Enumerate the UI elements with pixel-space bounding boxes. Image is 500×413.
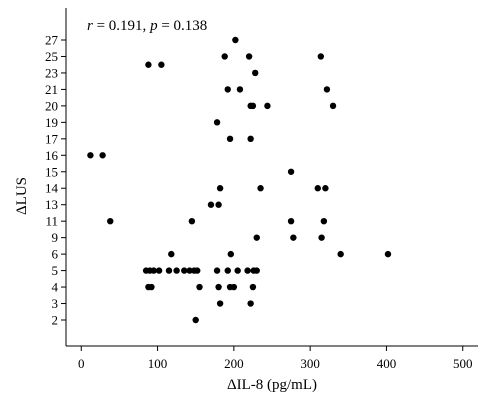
data-point <box>215 201 222 208</box>
y-tick-label: 14 <box>45 181 59 196</box>
data-point <box>107 217 114 225</box>
data-point <box>145 61 152 68</box>
x-tick-label: 0 <box>78 356 85 371</box>
data-point <box>236 86 244 93</box>
data-point <box>337 250 344 258</box>
y-tick-label: 15 <box>45 164 58 179</box>
data-point <box>213 267 221 274</box>
data-point <box>224 267 231 274</box>
axes <box>65 8 478 347</box>
y-tick-label: 6 <box>52 247 59 262</box>
data-point <box>224 86 231 93</box>
x-tick-label: 400 <box>377 356 397 371</box>
data-point <box>257 185 264 192</box>
y-tick-label: 19 <box>45 115 58 130</box>
data-point <box>322 185 329 192</box>
x-tick-label: 500 <box>453 356 473 371</box>
data-point <box>234 267 241 274</box>
data-point <box>194 267 201 274</box>
data-point <box>207 201 215 208</box>
data-point <box>192 316 199 324</box>
y-tick-label: 27 <box>45 33 59 48</box>
y-tick-label: 20 <box>45 98 58 113</box>
stats-annotation: r = 0.191, p = 0.138 <box>87 18 207 34</box>
data-point <box>253 267 260 274</box>
x-tick-label: 100 <box>148 356 168 371</box>
data-point <box>216 185 224 192</box>
data-point <box>247 135 254 143</box>
data-point <box>314 185 321 192</box>
data-point <box>249 283 257 291</box>
data-point <box>320 217 328 225</box>
p-symbol: p <box>149 18 158 34</box>
y-tick-label: 17 <box>45 131 59 146</box>
data-point <box>247 300 254 307</box>
data-point <box>230 283 238 291</box>
data-point <box>317 53 325 60</box>
data-point <box>227 250 234 258</box>
data-point <box>165 267 173 274</box>
data-point <box>150 267 157 274</box>
x-tick-label: 200 <box>224 356 244 371</box>
data-point <box>215 283 222 291</box>
x-tick-label: 300 <box>300 356 320 371</box>
data-point <box>226 135 234 143</box>
y-tick-label: 2 <box>52 313 59 328</box>
data-point <box>99 152 106 159</box>
data-point <box>186 267 193 274</box>
x-ticks: 0 100 200 300 400 500 <box>78 346 472 371</box>
data-point <box>173 267 180 274</box>
r-value: = 0.191, <box>93 18 150 34</box>
y-tick-label: 16 <box>45 148 59 163</box>
data-point <box>264 102 271 110</box>
data-point <box>287 217 295 225</box>
y-tick-label: 9 <box>52 230 59 245</box>
data-point <box>245 53 253 60</box>
data-point <box>221 53 228 60</box>
data-point <box>329 102 337 110</box>
data-point <box>323 86 331 93</box>
data-point <box>188 217 196 225</box>
data-point <box>232 36 239 44</box>
data-point <box>287 168 295 175</box>
data-point <box>168 250 175 258</box>
p-value: = 0.138 <box>158 18 208 34</box>
data-point <box>213 119 221 126</box>
data-point <box>216 300 224 307</box>
data-point <box>148 283 155 291</box>
y-tick-label: 4 <box>52 280 59 295</box>
y-tick-label: 5 <box>52 263 59 278</box>
data-point <box>318 234 325 241</box>
data-point <box>155 267 163 274</box>
data-point <box>158 61 165 68</box>
data-point <box>249 102 257 110</box>
y-tick-label: 25 <box>45 49 58 64</box>
data-point <box>253 234 260 241</box>
data-point <box>196 283 203 291</box>
data-point <box>181 267 188 274</box>
data-point <box>290 234 297 241</box>
y-tick-label: 23 <box>45 65 58 80</box>
data-point <box>384 250 392 258</box>
r-symbol: r <box>87 18 93 34</box>
data-point <box>87 152 94 159</box>
y-tick-label: 21 <box>45 82 58 97</box>
data-point <box>244 267 251 274</box>
y-tick-label: 13 <box>45 197 58 212</box>
y-tick-label: 11 <box>45 214 58 229</box>
data-points <box>87 36 392 324</box>
y-tick-label: 3 <box>52 296 59 311</box>
x-axis-title: ΔIL-8 (pg/mL) <box>227 377 317 393</box>
data-point <box>252 69 259 77</box>
y-axis-title: ΔLUS <box>14 177 30 215</box>
